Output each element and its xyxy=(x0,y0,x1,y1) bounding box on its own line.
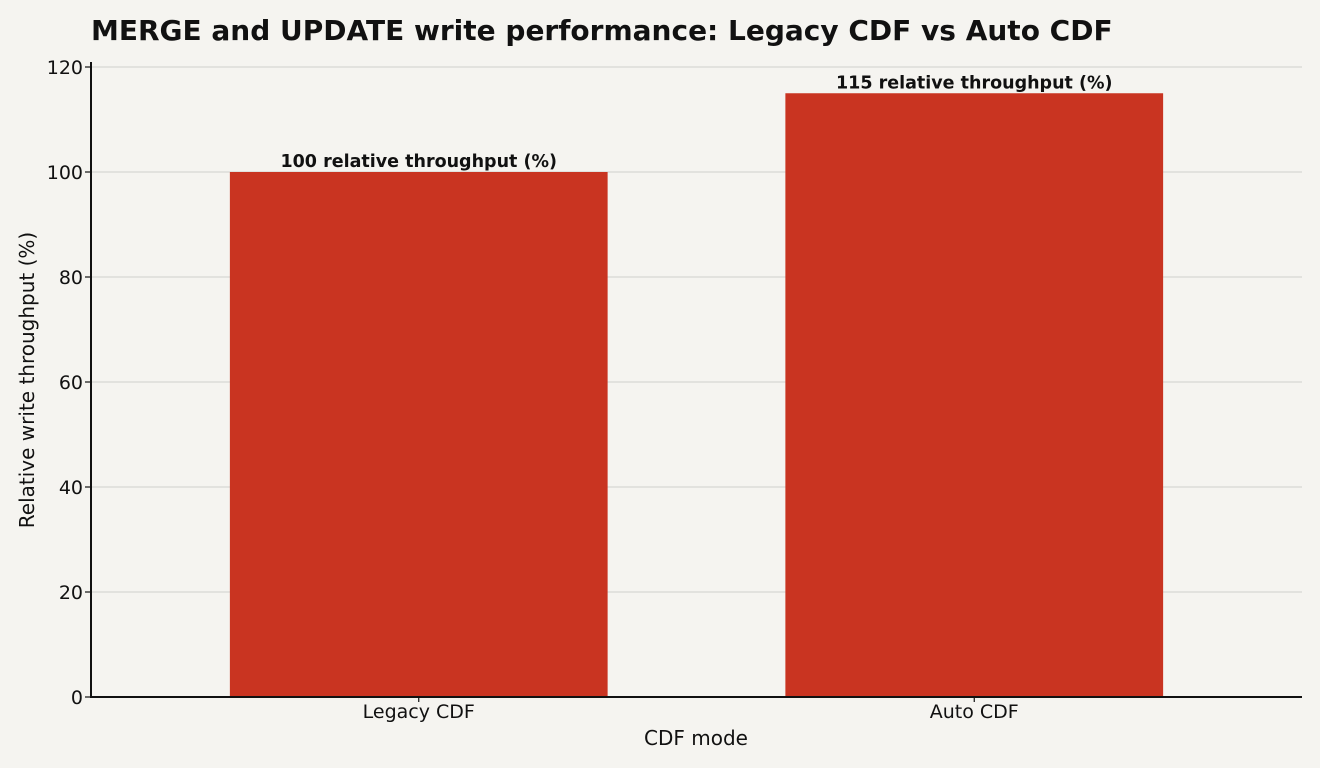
y-tick-label: 60 xyxy=(59,372,83,394)
bars xyxy=(229,93,1164,697)
x-axis-title: CDF mode xyxy=(644,726,748,750)
chart-title: MERGE and UPDATE write performance: Lega… xyxy=(91,14,1113,47)
x-tick-label: Legacy CDF xyxy=(363,701,475,723)
x-axis-ticks: Legacy CDF Auto CDF xyxy=(363,697,1019,723)
data-label: 115 relative throughput (%) xyxy=(836,73,1113,93)
y-tick-label: 100 xyxy=(47,162,83,184)
y-axis-ticks: 0 20 40 60 80 100 120 xyxy=(47,57,91,709)
y-tick-label: 0 xyxy=(71,687,83,709)
y-axis-title: Relative write throughput (%) xyxy=(15,232,39,528)
bar-auto-cdf xyxy=(785,93,1164,697)
bar-legacy-cdf xyxy=(229,172,608,697)
data-label: 100 relative throughput (%) xyxy=(280,152,557,172)
data-labels: 100 relative throughput (%) 115 relative … xyxy=(280,73,1112,172)
y-tick-label: 80 xyxy=(59,267,83,289)
y-tick-label: 20 xyxy=(59,582,83,604)
x-tick-label: Auto CDF xyxy=(930,701,1019,723)
y-tick-label: 40 xyxy=(59,477,83,499)
y-tick-label: 120 xyxy=(47,57,83,79)
